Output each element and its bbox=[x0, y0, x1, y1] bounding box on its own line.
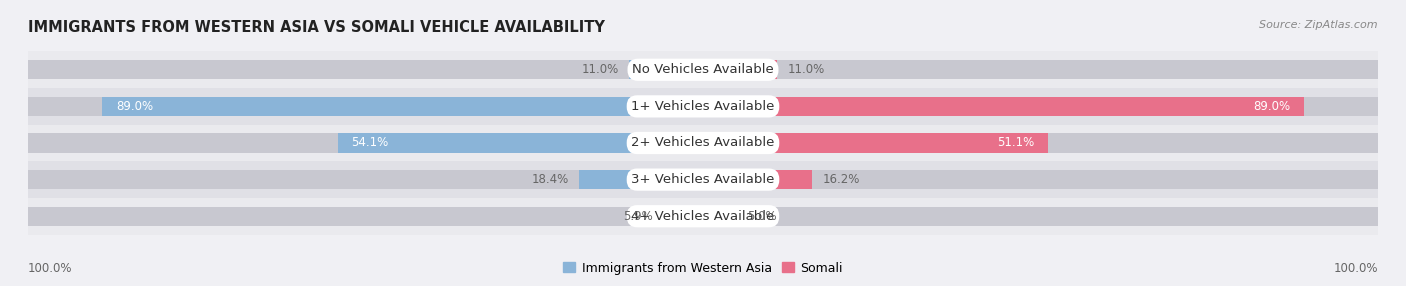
Text: 18.4%: 18.4% bbox=[531, 173, 568, 186]
Text: 54.1%: 54.1% bbox=[352, 136, 388, 150]
Text: 1+ Vehicles Available: 1+ Vehicles Available bbox=[631, 100, 775, 113]
Bar bbox=[28, 125, 1378, 161]
Text: 100.0%: 100.0% bbox=[28, 262, 73, 275]
Bar bbox=[703, 170, 1378, 189]
Bar bbox=[103, 97, 703, 116]
Bar bbox=[28, 161, 1378, 198]
Text: 11.0%: 11.0% bbox=[582, 63, 619, 76]
Text: 11.0%: 11.0% bbox=[787, 63, 824, 76]
Text: 2+ Vehicles Available: 2+ Vehicles Available bbox=[631, 136, 775, 150]
Bar bbox=[28, 60, 703, 79]
Legend: Immigrants from Western Asia, Somali: Immigrants from Western Asia, Somali bbox=[558, 257, 848, 279]
Text: 16.2%: 16.2% bbox=[823, 173, 860, 186]
Bar bbox=[664, 207, 703, 226]
Bar bbox=[703, 97, 1378, 116]
Bar bbox=[28, 170, 703, 189]
Bar bbox=[703, 134, 1047, 152]
Text: 4+ Vehicles Available: 4+ Vehicles Available bbox=[631, 210, 775, 223]
Text: IMMIGRANTS FROM WESTERN ASIA VS SOMALI VEHICLE AVAILABILITY: IMMIGRANTS FROM WESTERN ASIA VS SOMALI V… bbox=[28, 20, 605, 35]
Text: 89.0%: 89.0% bbox=[1253, 100, 1291, 113]
Bar bbox=[28, 51, 1378, 88]
Text: 5.9%: 5.9% bbox=[623, 210, 652, 223]
Bar bbox=[579, 170, 703, 189]
Bar bbox=[28, 134, 703, 152]
Bar bbox=[28, 198, 1378, 235]
Text: 89.0%: 89.0% bbox=[115, 100, 153, 113]
Bar bbox=[703, 207, 737, 226]
Bar bbox=[28, 97, 703, 116]
Text: 100.0%: 100.0% bbox=[1333, 262, 1378, 275]
Bar bbox=[337, 134, 703, 152]
Bar bbox=[703, 207, 1378, 226]
Bar bbox=[703, 170, 813, 189]
Text: Source: ZipAtlas.com: Source: ZipAtlas.com bbox=[1260, 20, 1378, 30]
Bar bbox=[703, 60, 778, 79]
Bar bbox=[628, 60, 703, 79]
Bar bbox=[703, 134, 1378, 152]
Bar bbox=[703, 60, 1378, 79]
Text: 5.0%: 5.0% bbox=[747, 210, 776, 223]
Text: 51.1%: 51.1% bbox=[997, 136, 1035, 150]
Bar bbox=[28, 88, 1378, 125]
Bar bbox=[703, 97, 1303, 116]
Text: No Vehicles Available: No Vehicles Available bbox=[633, 63, 773, 76]
Bar bbox=[28, 207, 703, 226]
Text: 3+ Vehicles Available: 3+ Vehicles Available bbox=[631, 173, 775, 186]
